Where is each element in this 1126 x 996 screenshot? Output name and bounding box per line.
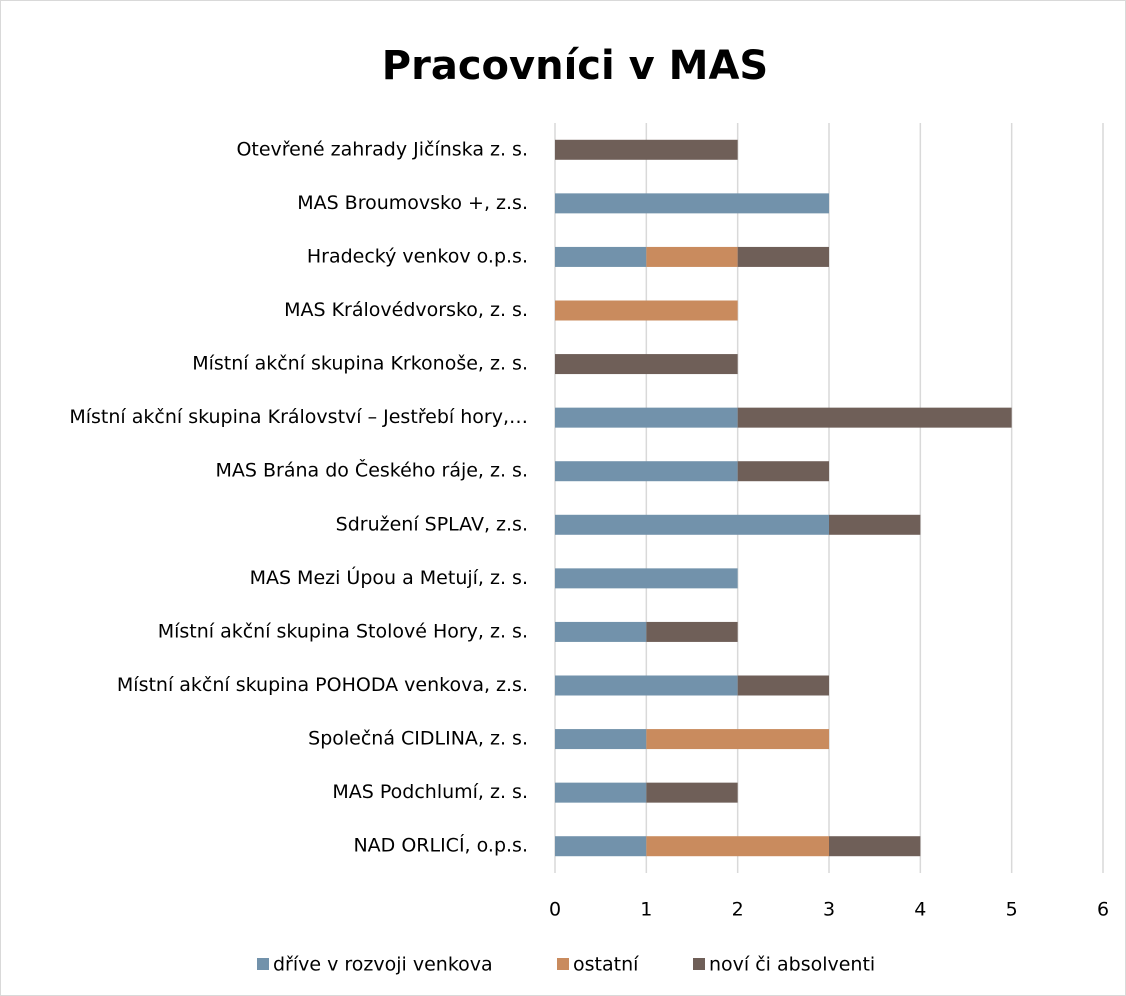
bar-segment	[646, 246, 738, 267]
y-tick-label: Místní akční skupina Stolové Hory, z. s.	[158, 620, 528, 642]
y-tick-label: Místní akční skupina POHODA venkova, z.s…	[117, 674, 528, 696]
bar-segment	[555, 514, 829, 535]
bar-segment	[646, 621, 738, 642]
y-tick-label: Místní akční skupina Království – Jestře…	[69, 406, 528, 428]
bar-segment	[555, 193, 829, 214]
bar-segment	[555, 782, 647, 803]
y-tick-label: Místní akční skupina Krkonoše, z. s.	[192, 353, 528, 375]
y-tick-label: MAS Podchlumí, z. s.	[332, 781, 528, 803]
y-tick-label: MAS Brána do Českého ráje, z. s.	[216, 458, 529, 482]
bar-segment	[646, 836, 829, 857]
bar-segment	[737, 675, 829, 696]
x-tick-label: 5	[1006, 899, 1018, 921]
x-tick-label: 0	[549, 899, 561, 921]
chart-title: Pracovníci v MAS	[382, 43, 768, 89]
y-tick-label: Sdružení SPLAV, z.s.	[336, 513, 528, 535]
legend-label: ostatní	[573, 954, 639, 976]
legend-swatch	[257, 958, 269, 970]
y-tick-label: NAD ORLICÍ, o.p.s.	[353, 834, 528, 857]
bar-segment	[555, 568, 738, 589]
bar-segment	[555, 139, 738, 160]
y-tick-label: MAS Broumovsko +, z.s.	[297, 192, 528, 214]
bar-segment	[555, 300, 738, 321]
bar-segment	[829, 514, 921, 535]
x-tick-label: 1	[640, 899, 652, 921]
x-tick-label: 3	[823, 899, 835, 921]
y-tick-label: MAS Královédvorsko, z. s.	[284, 299, 528, 321]
legend-swatch	[557, 958, 569, 970]
y-tick-label: MAS Mezi Úpou a Metují, z. s.	[250, 565, 528, 589]
x-tick-label: 2	[732, 899, 744, 921]
bar-segment	[737, 407, 1012, 428]
y-tick-label: Hradecký venkov o.p.s.	[307, 245, 528, 267]
y-tick-label: Otevřené zahrady Jičínska z. s.	[236, 138, 528, 160]
bar-segment	[555, 836, 647, 857]
bar-segment	[555, 461, 738, 482]
bar-segment	[555, 729, 647, 750]
x-tick-label: 4	[914, 899, 926, 921]
bar-segment	[555, 354, 738, 375]
bar-segment	[646, 729, 829, 750]
bar-segment	[555, 621, 647, 642]
bar-segment	[829, 836, 921, 857]
bar-segment	[646, 782, 738, 803]
bar-segment	[555, 675, 738, 696]
x-tick-label: 6	[1097, 899, 1109, 921]
bar-segment	[737, 461, 829, 482]
y-tick-label: Společná CIDLINA, z. s.	[308, 728, 528, 750]
legend-swatch	[693, 958, 705, 970]
bar-segment	[737, 246, 829, 267]
bar-segment	[555, 246, 647, 267]
legend-label: dříve v rozvoji venkova	[273, 954, 493, 976]
bar-segment	[555, 407, 738, 428]
legend-label: noví či absolventi	[709, 954, 875, 976]
